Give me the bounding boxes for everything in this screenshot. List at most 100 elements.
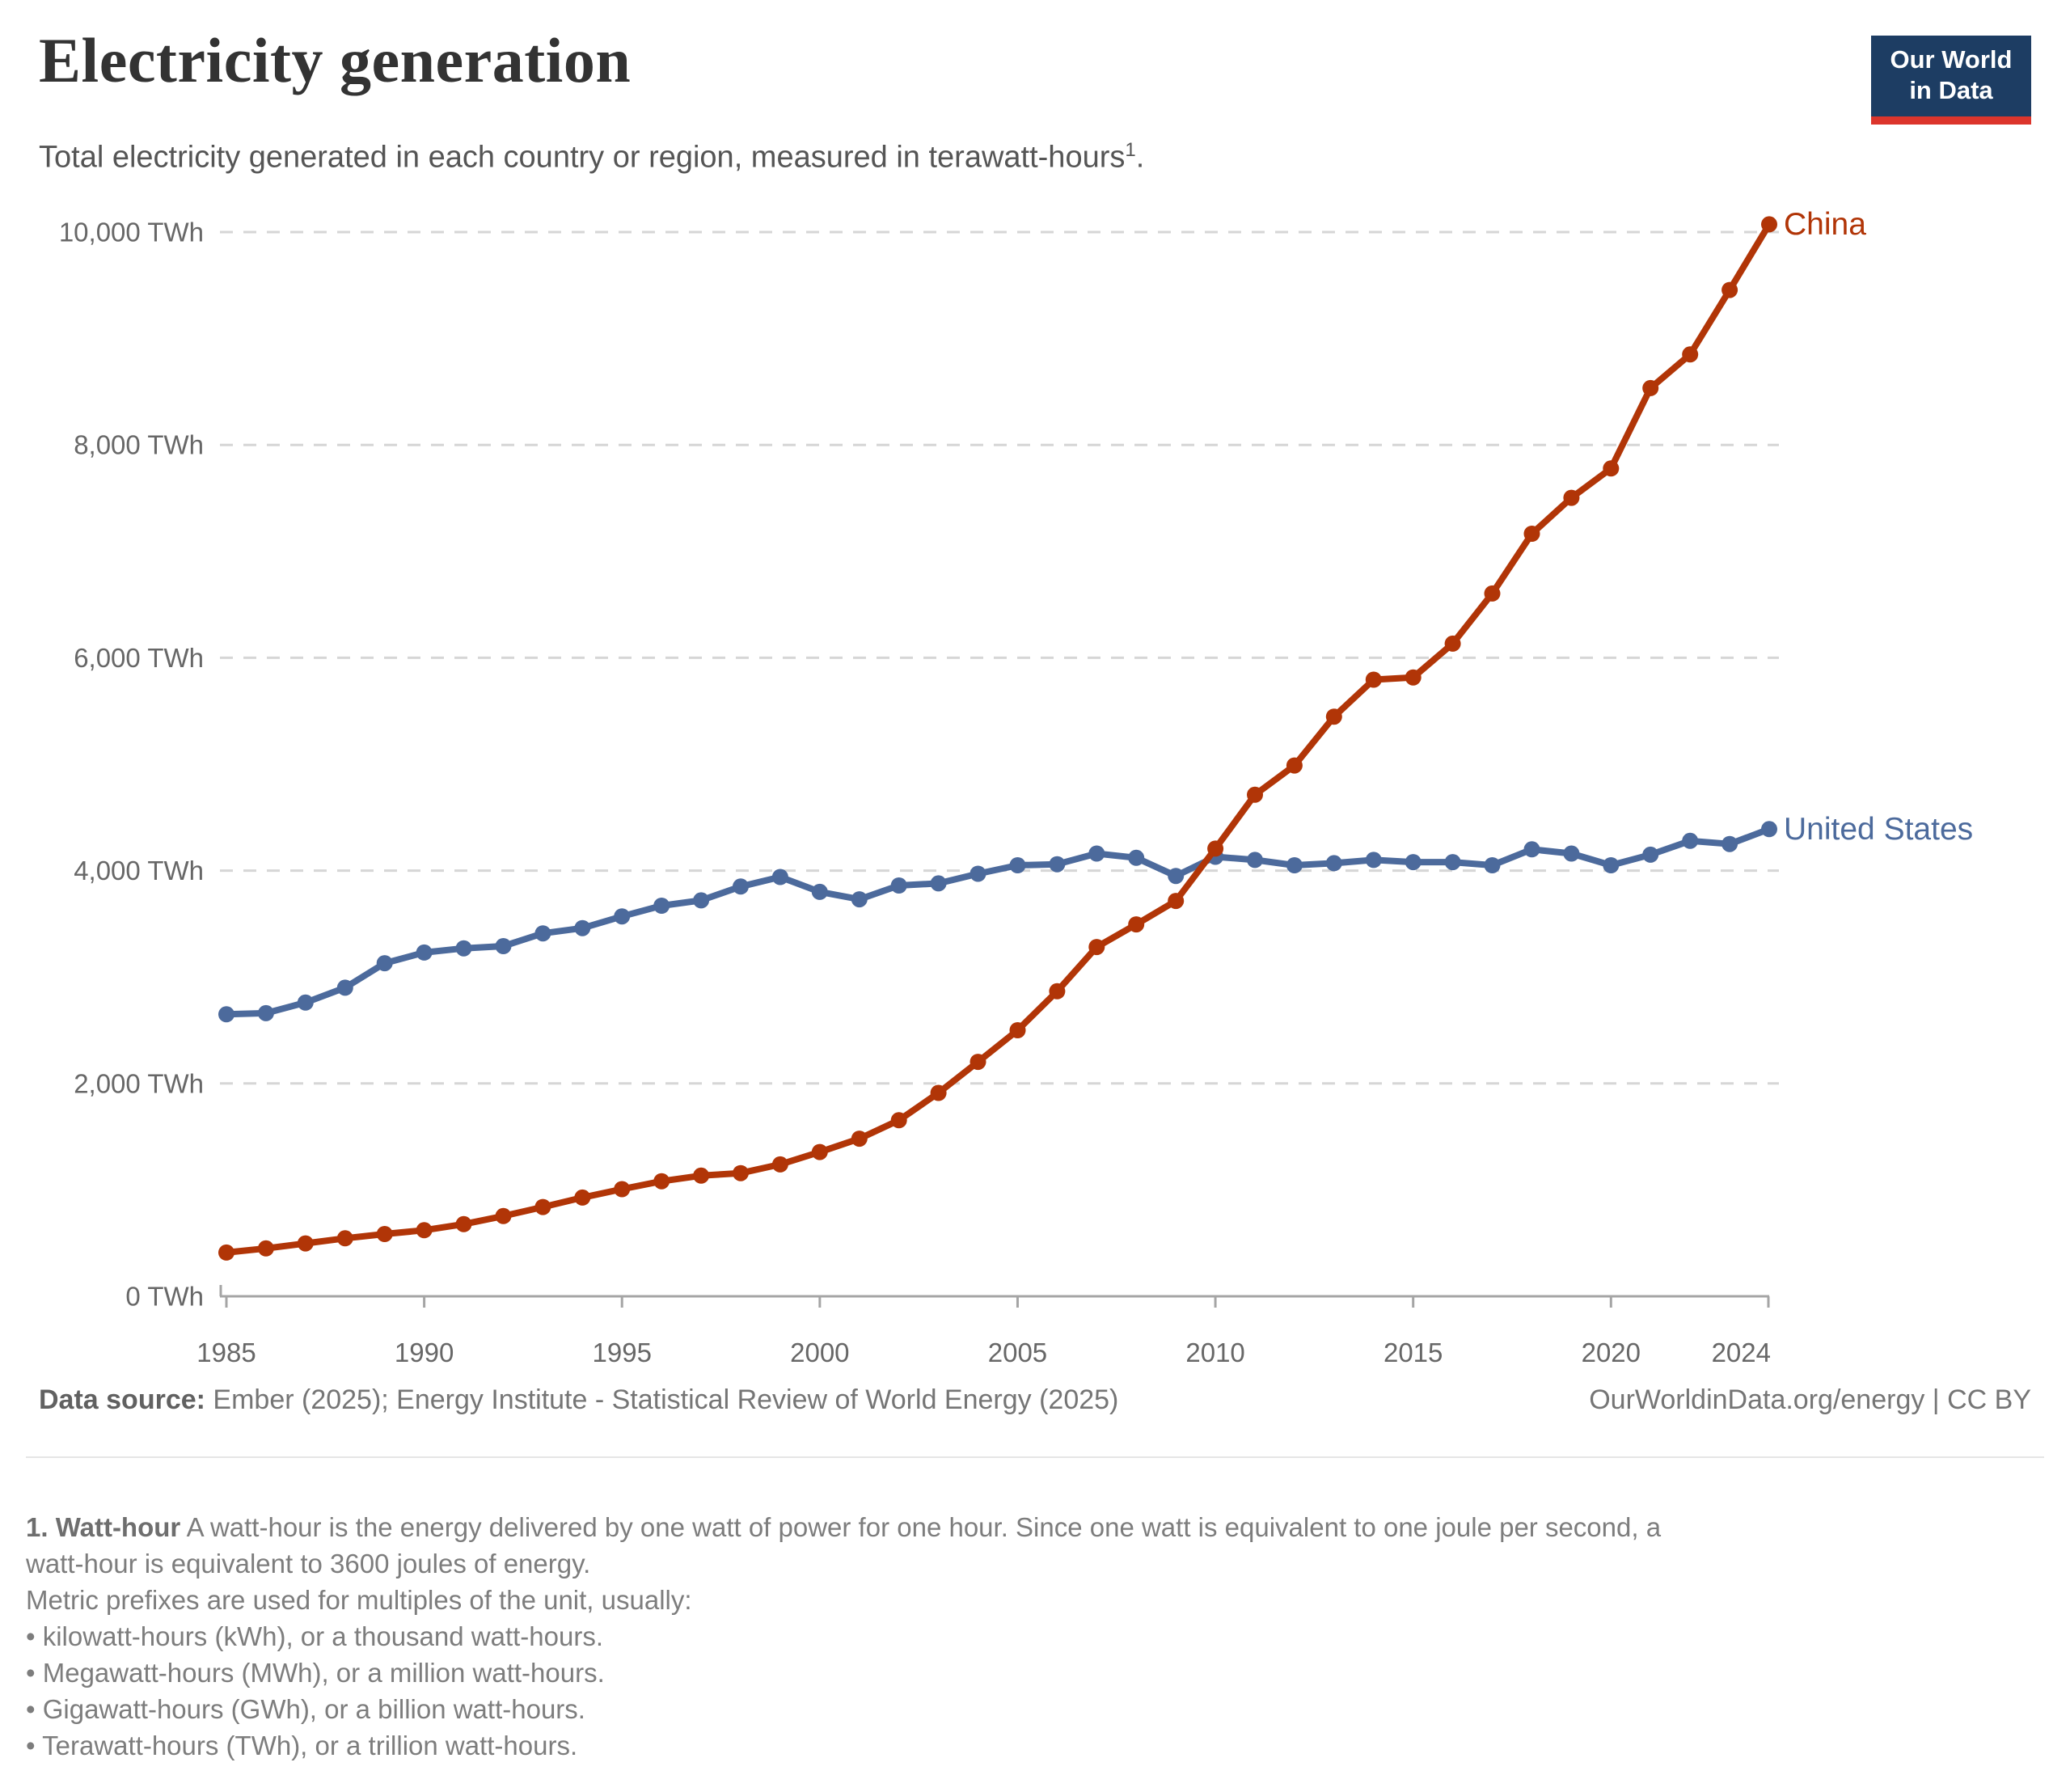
data-point-china-2022 (1682, 346, 1699, 363)
data-point-united-states-2000 (811, 883, 828, 900)
data-point-united-states-2011 (1247, 852, 1263, 869)
x-axis-label-1990: 1990 (395, 1338, 454, 1367)
data-point-china-2009 (1168, 893, 1185, 910)
data-point-china-2018 (1523, 526, 1540, 542)
data-point-china-2024 (1761, 216, 1777, 233)
x-axis-label-2024: 2024 (1712, 1338, 1771, 1367)
footnote-line-2: watt-hour is equivalent to 3600 joules o… (26, 1549, 591, 1579)
data-point-united-states-2012 (1286, 857, 1303, 873)
line-chart: 0 TWh 2,000 TWh 4,000 TWh 6,000 TWh 8,000 TW… (59, 207, 1973, 1367)
footnote-block: 1. Watt-hour A watt-hour is the energy d… (26, 1509, 1661, 1764)
data-point-united-states-1997 (693, 892, 710, 909)
data-point-united-states-1991 (455, 940, 472, 957)
data-point-united-states-2008 (1128, 849, 1145, 866)
y-axis-label-8000: 8,000 TWh (74, 430, 204, 460)
subtitle-period: . (1135, 140, 1145, 175)
x-axis-label-1995: 1995 (593, 1338, 652, 1367)
footnote-bullet-kwh: • kilowatt-hours (kWh), or a thousand wa… (26, 1621, 603, 1651)
series-line-united-states (223, 826, 1772, 1018)
footnote-line-3: Metric prefixes are used for multiples o… (26, 1585, 692, 1615)
owid-logo-line1: Our World (1890, 45, 2013, 74)
y-axis-label-10000: 10,000 TWh (59, 218, 204, 247)
footnote-term: 1. Watt-hour (26, 1512, 181, 1542)
data-point-united-states-1990 (416, 944, 433, 961)
data-point-united-states-2024 (1761, 821, 1777, 838)
data-point-china-2014 (1365, 671, 1382, 688)
data-point-china-1993 (534, 1198, 551, 1215)
data-point-china-1990 (416, 1222, 433, 1239)
data-point-china-2020 (1603, 460, 1620, 477)
owid-logo-text: Our World in Data (1871, 36, 2031, 106)
data-source-label: Data source: (39, 1384, 205, 1415)
data-point-united-states-1986 (257, 1004, 274, 1021)
data-point-united-states-1996 (653, 898, 670, 914)
data-point-united-states-1999 (771, 869, 788, 885)
data-point-china-2013 (1325, 708, 1342, 725)
data-point-china-2003 (930, 1084, 947, 1101)
data-point-china-1998 (733, 1164, 749, 1181)
data-point-china-2012 (1286, 757, 1303, 774)
footnote-bullet-twh: • Terawatt-hours (TWh), or a trillion wa… (26, 1731, 578, 1760)
data-point-china-1985 (218, 1244, 234, 1261)
data-point-united-states-1993 (534, 925, 551, 942)
x-axis-label-2015: 2015 (1384, 1338, 1443, 1367)
data-point-china-2007 (1088, 939, 1105, 956)
credit-line: OurWorldinData.org/energy | CC BY (1589, 1384, 2031, 1415)
x-axis-label-2020: 2020 (1582, 1338, 1641, 1367)
owid-logo: Our World in Data (1871, 36, 2031, 125)
data-point-china-2004 (970, 1054, 986, 1071)
data-point-china-2011 (1247, 786, 1263, 803)
x-axis-label-2010: 2010 (1185, 1338, 1244, 1367)
footer-divider (26, 1456, 2044, 1458)
data-point-united-states-1987 (297, 994, 314, 1011)
data-point-china-1992 (495, 1207, 512, 1224)
page-title: Electricity generation (39, 25, 632, 95)
subtitle-text: Total electricity generated in each coun… (39, 140, 1126, 175)
data-point-united-states-2002 (890, 877, 907, 894)
y-axis-label-6000: 6,000 TWh (74, 643, 204, 673)
series-label-china: China (1784, 207, 1866, 242)
data-point-united-states-1985 (218, 1006, 234, 1023)
y-axis-label-0: 0 TWh (125, 1282, 204, 1312)
data-point-united-states-1998 (733, 878, 749, 895)
data-point-china-2017 (1484, 585, 1501, 602)
data-point-china-2023 (1721, 281, 1738, 298)
data-point-china-2006 (1049, 983, 1066, 1000)
data-point-china-2002 (890, 1112, 907, 1129)
y-axis-label-2000: 2,000 TWh (74, 1068, 204, 1098)
data-point-china-1996 (653, 1173, 670, 1190)
data-point-china-1986 (257, 1240, 274, 1257)
data-point-china-1997 (693, 1167, 710, 1184)
footnote-bullet-gwh: • Gigawatt-hours (GWh), or a billion wat… (26, 1694, 585, 1724)
data-point-china-1989 (376, 1226, 393, 1242)
data-point-china-2019 (1563, 489, 1580, 506)
data-point-united-states-2009 (1168, 868, 1185, 885)
data-point-united-states-2014 (1365, 852, 1382, 869)
chart-subtitle: Total electricity generated in each coun… (39, 139, 1144, 175)
data-point-united-states-2015 (1405, 854, 1422, 871)
owid-logo-line2: in Data (1909, 76, 1993, 104)
data-point-china-2015 (1405, 669, 1422, 686)
data-point-china-2016 (1444, 635, 1461, 652)
data-point-united-states-1988 (336, 979, 353, 996)
data-point-united-states-2020 (1603, 857, 1620, 873)
data-point-united-states-2007 (1088, 845, 1105, 862)
data-point-china-2005 (1009, 1022, 1026, 1038)
data-point-china-1995 (614, 1181, 631, 1198)
data-source-line: Data source: Ember (2025); Energy Instit… (39, 1384, 1118, 1416)
data-point-united-states-1989 (376, 955, 393, 972)
data-point-china-1999 (771, 1156, 788, 1173)
data-point-united-states-2003 (930, 875, 947, 892)
footnote-line-1: 1. Watt-hour A watt-hour is the energy d… (26, 1509, 1661, 1545)
data-point-china-1987 (297, 1235, 314, 1252)
data-point-united-states-1992 (495, 938, 512, 954)
data-point-united-states-2004 (970, 865, 986, 882)
data-point-china-2001 (851, 1131, 868, 1147)
data-point-china-1994 (574, 1189, 591, 1206)
data-point-united-states-2021 (1642, 846, 1659, 863)
data-point-china-2021 (1642, 379, 1659, 396)
data-point-china-2010 (1207, 840, 1224, 857)
data-point-united-states-2019 (1563, 845, 1580, 862)
data-point-china-2000 (811, 1143, 828, 1160)
